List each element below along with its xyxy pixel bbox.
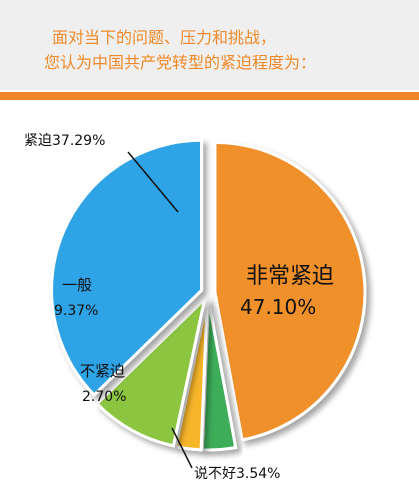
label-shuobuhao: 说不好3.54% xyxy=(194,466,280,482)
label-yiban-name: 一般 xyxy=(62,276,92,294)
chart-title-line-1: 面对当下的问题、压力和挑战， xyxy=(52,28,277,47)
leader-line-jinpo xyxy=(127,151,179,213)
label-feichangjinpo-value: 47.10% xyxy=(240,295,316,319)
label-feichangjinpo-name: 非常紧迫 xyxy=(246,264,334,289)
slice-yiban xyxy=(95,294,208,448)
accent-divider xyxy=(0,92,419,100)
title-panel: 面对当下的问题、压力和挑战， 您认为中国共产党转型的紧迫程度为： xyxy=(0,0,419,90)
slice-feichangjinpo xyxy=(213,140,367,442)
label-jinpo: 紧迫37.29% xyxy=(24,133,105,149)
label-bujinpo-value: 2.70% xyxy=(82,389,126,405)
label-yiban-value: 9.37% xyxy=(54,303,98,319)
slice-jinpo xyxy=(50,138,204,398)
label-bujinpo-name: 不紧迫 xyxy=(80,362,125,380)
leader-line-shuobuhao xyxy=(171,427,193,469)
slice-bujinpo xyxy=(174,299,209,452)
chart-title-line-2: 您认为中国共产党转型的紧迫程度为： xyxy=(44,53,317,72)
